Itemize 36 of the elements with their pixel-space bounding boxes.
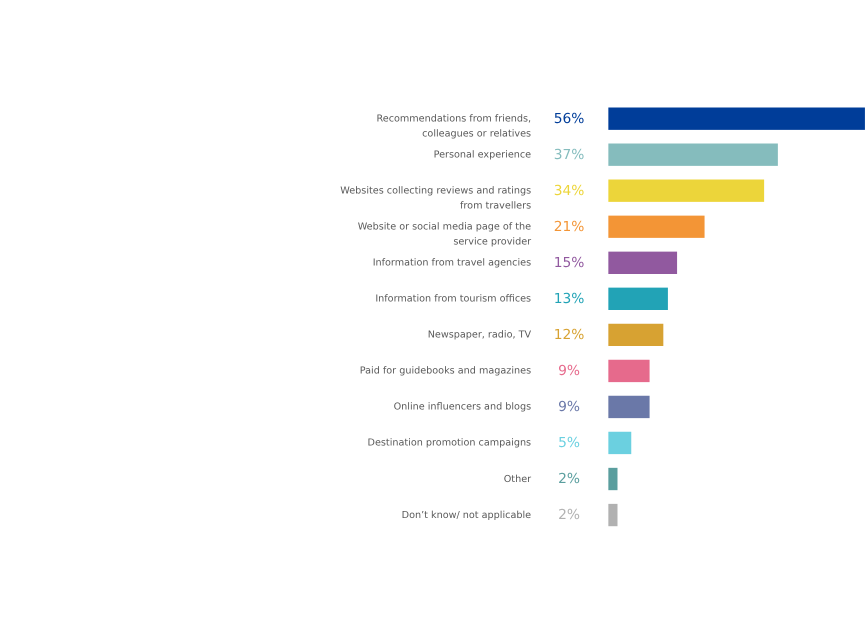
- bar: [608, 432, 632, 454]
- data-label: 9%: [558, 363, 580, 380]
- y-tick-label: Websites collecting reviews and ratings from travellers: [340, 185, 532, 212]
- y-tick-label: Recommendations from friends, colleagues or relatives: [376, 113, 532, 140]
- y-tick-label: Website or social media page of the service provider: [358, 222, 532, 248]
- data-label: 2%: [558, 471, 580, 488]
- y-tick-label: Destination promotion campaigns: [368, 438, 532, 449]
- y-tick-label: Information from tourism offices: [375, 294, 532, 305]
- y-tick-label: Other: [504, 474, 532, 485]
- bar: [608, 216, 705, 238]
- data-label: 15%: [554, 254, 584, 271]
- data-label: 13%: [554, 290, 584, 307]
- data-label: 12%: [554, 327, 584, 343]
- data-label: 9%: [558, 399, 580, 416]
- data-label: 34%: [554, 182, 584, 199]
- bar: [608, 252, 678, 274]
- y-tick-label: Newspaper, radio, TV: [428, 330, 532, 341]
- bar: [608, 504, 618, 526]
- bar: [608, 468, 618, 490]
- bar: [608, 180, 764, 202]
- bar: [608, 144, 778, 166]
- bar: [608, 396, 650, 418]
- data-label: 56%: [554, 110, 584, 127]
- bar: [608, 288, 668, 310]
- bar: [608, 360, 650, 382]
- data-label: 37%: [554, 146, 584, 163]
- data-label: 5%: [558, 435, 580, 452]
- y-tick-label: Online influencers and blogs: [394, 402, 532, 413]
- data-label: 2%: [558, 507, 580, 524]
- data-label: 21%: [554, 218, 584, 235]
- y-tick-label: Don’t know/ not applicable: [402, 510, 532, 521]
- bar: [608, 324, 664, 346]
- y-tick-label: Personal experience: [434, 149, 532, 160]
- bar: [608, 107, 865, 130]
- y-tick-label: Information from travel agencies: [372, 258, 532, 269]
- y-tick-label: Paid for guidebooks and magazines: [360, 366, 532, 377]
